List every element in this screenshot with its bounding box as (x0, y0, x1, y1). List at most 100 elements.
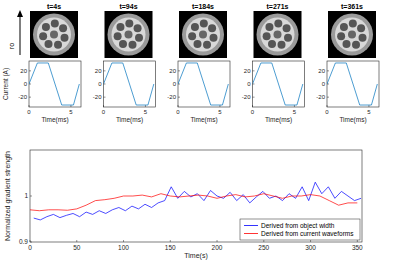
phantom-feature (274, 20, 282, 28)
phantom-feature (359, 34, 367, 42)
legend-box (240, 219, 360, 240)
phantom-feature (352, 41, 360, 49)
x-tick (263, 240, 264, 242)
x-tick (178, 105, 179, 107)
x-tick-label: 0 (176, 109, 180, 115)
x-tick (357, 240, 358, 242)
series-line (253, 63, 303, 105)
series-line (29, 63, 79, 105)
legend-label: Derived from current waveforms (261, 230, 354, 237)
y-tick-label: 0 (322, 81, 326, 87)
plot-area (30, 182, 361, 220)
phantom-feature (135, 34, 143, 42)
y-tick (178, 70, 180, 71)
x-tick-label: 5 (144, 109, 148, 115)
y-tick-label: -20 (93, 94, 102, 100)
phantom-center (125, 31, 133, 39)
phantom-feature (263, 32, 271, 40)
plot-area (29, 63, 79, 105)
x-tick-label: 0 (27, 109, 31, 115)
mri-image (105, 11, 153, 58)
y-tick (327, 97, 329, 98)
image-title: t=4s (47, 3, 61, 10)
legend-swatch (244, 225, 258, 226)
plot-frame (327, 61, 379, 107)
x-tick-label: 5 (218, 109, 222, 115)
plot-frame (29, 61, 81, 107)
y-tick-label: 20 (318, 68, 325, 74)
phantom-feature (125, 20, 133, 28)
phantom-feature (268, 40, 276, 48)
phantom-feature (114, 32, 122, 40)
plot-frame (104, 61, 156, 107)
phantom-feature (129, 41, 137, 49)
phantom-center (199, 31, 207, 39)
image-background (254, 11, 302, 58)
x-tick-label: 0 (251, 109, 255, 115)
plot-frame (253, 61, 305, 107)
phantom-feature (61, 34, 69, 42)
phantom-feature (116, 23, 124, 31)
phantom-feature (191, 23, 199, 31)
x-tick (252, 105, 253, 107)
phantom-feature (210, 34, 218, 42)
plot-frame (30, 150, 362, 242)
phantom-feature (44, 40, 52, 48)
mri-image (179, 11, 227, 58)
y-tick-label: 0 (98, 81, 102, 87)
phantom-feature (59, 24, 67, 32)
y-tick (104, 70, 106, 71)
x-tick (103, 105, 104, 107)
x-axis-label: Time(s) (184, 252, 207, 260)
x-tick (170, 240, 171, 242)
phantom-feature (342, 40, 350, 48)
y-tick (30, 242, 32, 243)
y-tick-label: -20 (316, 94, 325, 100)
x-tick (217, 240, 218, 242)
y-tick-label: -20 (242, 94, 251, 100)
phantom-feature (54, 41, 62, 49)
arrow-label: ro (8, 43, 15, 49)
y-tick-label: 0 (247, 81, 251, 87)
series-line (178, 63, 228, 105)
series-line (327, 63, 377, 105)
plot-area (178, 63, 228, 105)
image-background (179, 11, 227, 58)
series-line (104, 63, 154, 105)
x-tick (29, 105, 30, 107)
phantom-feature (188, 32, 196, 40)
phantom-feature (278, 41, 286, 49)
phantom-feature (193, 40, 201, 48)
x-tick (123, 240, 124, 242)
y-tick-label: 20 (244, 68, 251, 74)
y-tick-label: 0 (173, 81, 177, 87)
y-tick (327, 70, 329, 71)
phantom (257, 14, 299, 56)
phantom-feature (357, 24, 365, 32)
y-tick (29, 97, 31, 98)
y-tick-label: 20 (20, 68, 27, 74)
phantom-center (348, 31, 356, 39)
phantom-inner (112, 18, 146, 52)
phantom-feature (265, 23, 273, 31)
x-axis-label: Time(ms) (265, 116, 292, 124)
image-title: t=361s (341, 3, 363, 10)
series-line (34, 182, 361, 220)
phantom-feature (349, 20, 357, 28)
y-tick-label: 20 (95, 68, 102, 74)
image-title: t=94s (119, 3, 137, 10)
phantom-feature (203, 41, 211, 49)
phantom-feature (42, 23, 50, 31)
phantom-feature (134, 24, 142, 32)
figure: t=4st=94st=184st=271st=361sro05-20020Tim… (0, 0, 400, 267)
x-tick-label: 0 (102, 109, 106, 115)
plot-area (253, 63, 303, 105)
legend-swatch (244, 233, 258, 234)
x-tick-label: 0 (28, 244, 32, 251)
mri-image (254, 11, 302, 58)
x-tick-label: 0 (325, 109, 329, 115)
plot-area (104, 63, 154, 105)
x-axis-label: Time(ms) (339, 116, 366, 124)
y-tick-label: 20 (169, 68, 176, 74)
y-tick (30, 196, 32, 197)
